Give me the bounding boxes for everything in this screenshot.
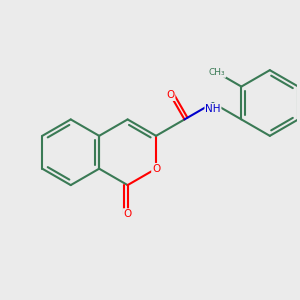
Text: O: O [152, 164, 160, 174]
Text: O: O [124, 209, 132, 219]
Text: O: O [167, 90, 175, 100]
Text: NH: NH [205, 104, 221, 114]
Text: CH₃: CH₃ [209, 68, 226, 77]
